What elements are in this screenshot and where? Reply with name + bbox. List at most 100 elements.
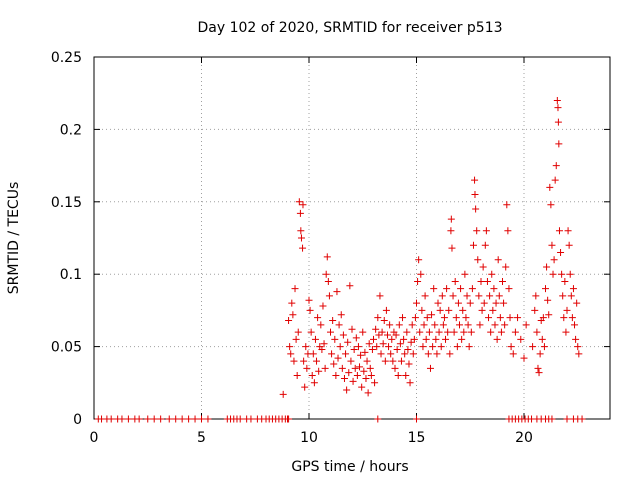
data-point <box>396 340 404 348</box>
data-point <box>501 321 509 329</box>
data-point <box>551 176 559 184</box>
data-point <box>297 227 305 235</box>
data-point <box>548 241 556 249</box>
data-point <box>339 331 347 339</box>
data-point <box>330 360 338 368</box>
data-point <box>554 104 562 112</box>
data-point <box>443 285 451 293</box>
data-point <box>505 285 513 293</box>
data-point <box>349 377 357 385</box>
data-point <box>362 374 370 382</box>
data-point <box>504 227 512 235</box>
data-point <box>449 292 457 300</box>
data-point <box>172 415 180 423</box>
y-tick-label: 0 <box>73 412 82 428</box>
data-point <box>463 292 471 300</box>
data-point <box>433 350 441 358</box>
data-point <box>370 335 377 343</box>
data-point <box>342 350 350 358</box>
data-point <box>387 350 395 358</box>
data-point <box>385 343 393 351</box>
data-point <box>445 306 453 314</box>
data-point <box>442 335 450 343</box>
data-point <box>447 227 455 235</box>
data-point <box>532 292 540 300</box>
y-tick-label: 0.05 <box>51 340 82 356</box>
data-point <box>300 357 308 365</box>
data-point <box>406 379 414 387</box>
data-point <box>446 350 454 358</box>
data-point <box>178 415 186 423</box>
data-point <box>361 348 369 356</box>
data-point <box>552 162 560 170</box>
data-point <box>560 314 568 322</box>
data-point <box>469 241 477 249</box>
data-point <box>448 244 456 252</box>
data-point <box>309 350 317 358</box>
data-point <box>440 314 448 322</box>
data-point <box>400 335 408 343</box>
data-point <box>410 335 418 343</box>
data-point <box>386 321 394 329</box>
data-point <box>571 321 579 329</box>
data-point <box>191 415 199 423</box>
data-point <box>419 343 427 351</box>
data-point <box>563 415 571 423</box>
data-point <box>348 325 356 333</box>
data-point <box>368 345 376 353</box>
data-point <box>204 415 212 423</box>
data-point <box>462 314 470 322</box>
data-point <box>296 209 304 217</box>
data-point <box>374 314 382 322</box>
data-point <box>478 306 486 314</box>
data-point <box>321 364 329 372</box>
data-point <box>317 321 325 329</box>
data-point <box>408 321 416 329</box>
data-point <box>451 277 459 285</box>
data-point <box>436 306 444 314</box>
x-tick-label: 10 <box>300 430 318 446</box>
y-tick-label: 0.2 <box>60 122 82 138</box>
data-point <box>381 357 389 365</box>
plot-frame <box>93 56 611 420</box>
data-point <box>320 340 328 348</box>
data-point <box>379 340 387 348</box>
data-point <box>299 201 307 209</box>
data-point <box>511 328 519 336</box>
data-point <box>323 253 331 261</box>
data-point <box>491 321 499 329</box>
data-point <box>509 350 517 358</box>
data-point <box>157 415 165 423</box>
data-point <box>460 328 468 336</box>
data-point <box>346 282 354 290</box>
data-point <box>558 270 566 278</box>
data-point <box>543 263 551 271</box>
data-point <box>415 256 423 264</box>
data-point <box>416 328 424 336</box>
data-point <box>373 343 381 351</box>
data-point <box>544 296 552 304</box>
data-point <box>467 328 475 336</box>
data-point <box>295 198 303 206</box>
data-point <box>395 321 403 329</box>
data-point <box>432 335 440 343</box>
data-point <box>454 299 462 307</box>
data-point <box>377 350 385 358</box>
y-axis-label: SRMTID / TECUs <box>6 182 22 295</box>
data-point <box>452 314 460 322</box>
data-point <box>393 345 401 353</box>
data-point <box>329 317 337 325</box>
data-point <box>437 343 445 351</box>
data-point <box>328 350 336 358</box>
data-point <box>319 302 327 310</box>
data-point <box>434 299 442 307</box>
data-point <box>555 140 563 148</box>
data-point <box>363 357 371 365</box>
data-point <box>559 292 567 300</box>
data-point <box>315 367 323 375</box>
data-point <box>493 335 501 343</box>
data-point <box>409 350 417 358</box>
data-point <box>480 299 488 307</box>
data-point <box>388 335 396 343</box>
data-point <box>347 357 355 365</box>
